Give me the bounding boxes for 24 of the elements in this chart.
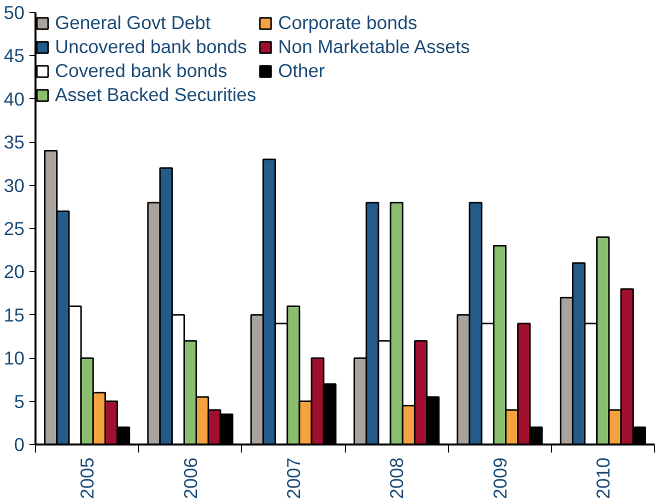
x-tick-label: 2008 [386, 457, 408, 500]
y-tick-label: 30 [4, 174, 25, 196]
x-tick-label: 2005 [76, 457, 98, 500]
y-tick-label: 25 [4, 218, 25, 239]
x-tick-label: 2009 [489, 457, 510, 500]
y-tick-label: 45 [4, 45, 25, 66]
legend-label: General Govt Debt [55, 12, 211, 34]
y-tick-label: 10 [4, 348, 25, 369]
legend-label: Other [278, 60, 325, 82]
y-tick-label: 35 [4, 132, 25, 153]
y-tick-label: 15 [4, 304, 25, 326]
legend-label: Asset Backed Securities [55, 84, 256, 106]
y-tick-label: 20 [4, 261, 25, 282]
legend-label: Covered bank bonds [55, 60, 228, 82]
x-tick-label: 2006 [180, 457, 201, 500]
y-tick-label: 40 [4, 88, 25, 110]
legend-label: Non Marketable Assets [278, 36, 470, 58]
x-tick-label: 2010 [592, 457, 614, 500]
y-tick-label: 0 [14, 434, 25, 455]
x-tick-label: 2007 [282, 457, 304, 500]
legend-label: Corporate bonds [278, 12, 418, 34]
y-tick-label: 50 [4, 2, 25, 23]
y-tick-label: 5 [14, 390, 25, 412]
legend-label: Uncovered bank bonds [55, 36, 247, 58]
